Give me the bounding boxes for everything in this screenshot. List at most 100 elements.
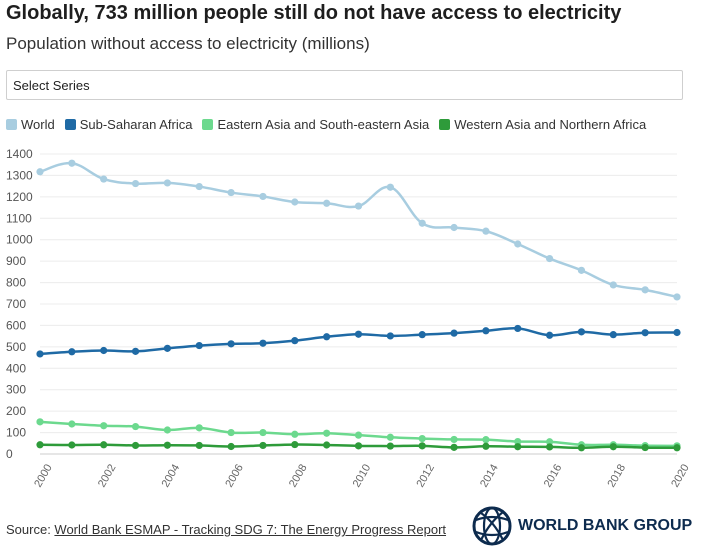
- data-point-series-0: [323, 199, 331, 207]
- x-tick-label: 2016: [542, 462, 565, 489]
- legend-label-eastern-asia: Eastern Asia and South-eastern Asia: [217, 117, 430, 132]
- y-tick-label: 0: [6, 447, 13, 461]
- data-point-series-1: [514, 324, 522, 333]
- data-point-series-2: [68, 420, 76, 428]
- x-tick-label: 2010: [351, 462, 374, 489]
- data-point-series-2: [450, 435, 458, 444]
- data-point-series-1: [577, 328, 586, 336]
- source-footer: Source: World Bank ESMAP - Tracking SDG …: [6, 522, 446, 537]
- x-tick-label: 2020: [669, 462, 692, 489]
- data-point-series-2: [386, 433, 394, 441]
- data-point-series-0: [131, 179, 140, 188]
- x-tick-label: 2002: [96, 462, 119, 489]
- legend-item-western-asia[interactable]: Western Asia and Northern Africa: [439, 117, 646, 132]
- data-point-series-0: [514, 240, 522, 248]
- data-point-series-2: [514, 437, 522, 446]
- data-point-series-1: [68, 348, 76, 356]
- data-point-series-0: [195, 182, 203, 191]
- data-point-series-1: [131, 347, 140, 355]
- y-tick-label: 500: [6, 340, 26, 354]
- source-prefix: Source:: [6, 522, 55, 537]
- data-point-series-0: [577, 266, 586, 274]
- x-tick-label: 2008: [287, 462, 310, 489]
- data-point-series-3: [195, 441, 203, 450]
- legend-label-sub-saharan-africa: Sub-Saharan Africa: [79, 117, 193, 132]
- y-tick-label: 700: [6, 297, 26, 311]
- data-point-series-3: [577, 444, 586, 452]
- data-point-series-1: [36, 350, 44, 358]
- x-tick-label: 2014: [478, 462, 501, 489]
- y-tick-label: 900: [6, 254, 26, 268]
- x-tick-label: 2006: [223, 462, 246, 489]
- data-point-series-0: [291, 198, 299, 206]
- data-point-series-0: [450, 223, 458, 232]
- data-point-series-0: [36, 168, 44, 176]
- chart-title: Globally, 733 million people still do no…: [6, 2, 622, 24]
- legend-item-world[interactable]: World: [6, 117, 55, 132]
- data-point-series-3: [354, 442, 363, 450]
- chart-subtitle: Population without access to electricity…: [6, 34, 370, 53]
- data-point-series-3: [546, 443, 554, 451]
- data-point-series-0: [100, 175, 108, 183]
- data-point-series-0: [546, 254, 554, 263]
- data-point-series-3: [641, 443, 649, 452]
- globe-icon: [472, 506, 512, 546]
- data-point-series-0: [418, 219, 426, 227]
- data-point-series-2: [131, 422, 140, 431]
- data-point-series-0: [609, 281, 617, 289]
- line-chart: 0 100 200 300 400 500 600 700 800 900 1000 1100 1200…: [6, 147, 692, 490]
- x-tick-label: 2004: [160, 462, 183, 489]
- select-series-dropdown[interactable]: Select Series: [6, 70, 683, 100]
- y-tick-label: 1100: [6, 211, 32, 225]
- data-point-series-1: [546, 331, 554, 339]
- x-tick-label: 2000: [32, 462, 55, 489]
- data-point-series-0: [482, 227, 490, 235]
- data-point-series-3: [100, 441, 108, 449]
- data-point-series-3: [450, 443, 458, 451]
- data-point-series-2: [227, 428, 235, 437]
- data-point-series-1: [291, 337, 299, 345]
- y-tick-label: 1200: [6, 190, 33, 204]
- x-tick-label: 2018: [606, 462, 629, 489]
- data-point-series-2: [36, 418, 44, 426]
- data-point-series-3: [482, 442, 490, 450]
- legend-label-western-asia: Western Asia and Northern Africa: [454, 117, 647, 132]
- data-point-series-3: [386, 442, 394, 450]
- data-point-series-2: [100, 422, 108, 430]
- data-point-series-1: [482, 327, 490, 335]
- legend-item-eastern-asia[interactable]: Eastern Asia and South-eastern Asia: [202, 117, 429, 132]
- data-point-series-0: [227, 188, 235, 197]
- y-tick-label: 800: [6, 276, 26, 290]
- data-point-series-3: [418, 442, 426, 450]
- legend-item-sub-saharan-africa[interactable]: Sub-Saharan Africa: [64, 117, 193, 132]
- world-bank-logo[interactable]: WORLD BANK GROUP: [472, 506, 692, 546]
- legend-swatch-world: [6, 119, 17, 130]
- y-tick-label: 1300: [6, 168, 33, 182]
- data-point-series-1: [259, 339, 267, 347]
- data-point-series-2: [354, 431, 363, 439]
- data-point-series-1: [227, 340, 235, 348]
- y-tick-label: 1400: [6, 147, 33, 161]
- source-link[interactable]: World Bank ESMAP - Tracking SDG 7: The E…: [54, 522, 447, 537]
- data-point-series-3: [68, 441, 76, 449]
- data-point-series-3: [131, 441, 140, 450]
- data-point-series-3: [36, 441, 44, 449]
- x-tick-label: 2012: [414, 462, 437, 489]
- data-point-series-1: [418, 331, 426, 339]
- data-point-series-0: [259, 192, 267, 201]
- legend-swatch-eastern-asia: [202, 119, 214, 130]
- data-point-series-1: [354, 330, 363, 338]
- y-tick-label: 200: [6, 404, 26, 418]
- chart-legend: World Sub-Saharan Africa Eastern Asia an…: [6, 117, 646, 132]
- legend-label-world: World: [21, 117, 55, 132]
- data-point-series-1: [163, 344, 171, 352]
- data-point-series-0: [68, 159, 76, 167]
- legend-swatch-western-asia: [439, 119, 451, 130]
- data-point-series-3: [673, 444, 681, 452]
- data-point-series-1: [323, 333, 331, 341]
- data-point-series-2: [546, 438, 554, 446]
- data-point-series-3: [259, 441, 267, 450]
- data-point-series-2: [291, 430, 299, 438]
- data-point-series-3: [163, 441, 171, 449]
- logo-text: WORLD BANK GROUP: [518, 517, 693, 534]
